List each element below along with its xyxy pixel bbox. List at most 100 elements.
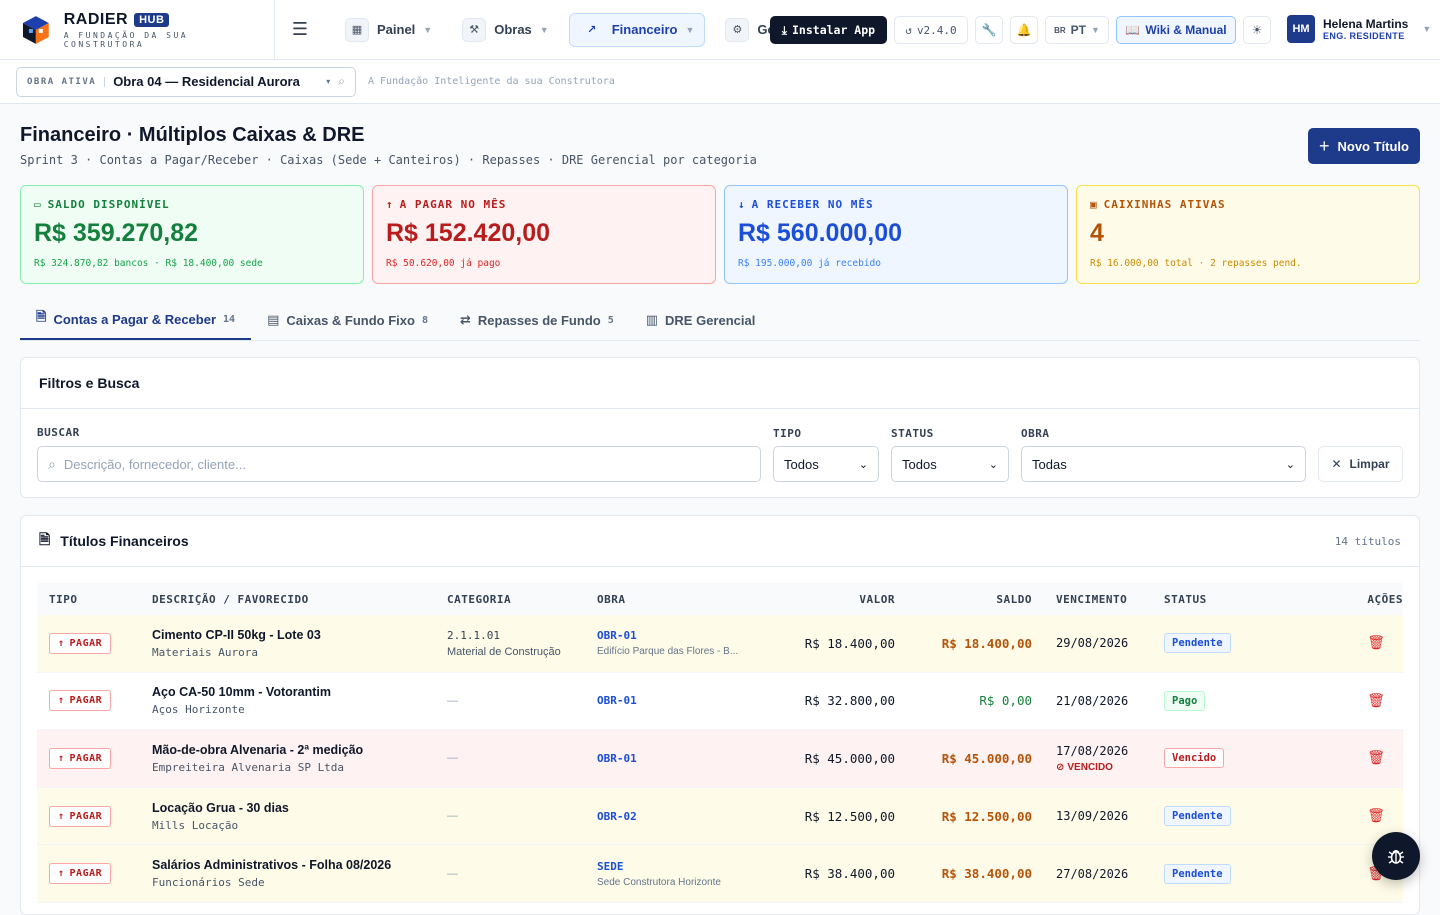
row-saldo: R$ 38.400,00 xyxy=(941,866,1032,882)
bar-chart-icon: ▥ xyxy=(645,312,659,327)
brand-tagline: A FUNDAÇÃO DA SUA CONSTRUTORA xyxy=(63,30,189,49)
row-valor: R$ 12.500,00 xyxy=(804,808,895,824)
tab-dre[interactable]: ▥ DRE Gerencial xyxy=(645,312,756,328)
status-badge: Pendente xyxy=(1164,633,1231,654)
filters-title: Filtros e Busca xyxy=(21,358,1419,409)
status-badge: Pendente xyxy=(1164,863,1231,884)
active-obra-label: OBRA ATIVA xyxy=(27,76,106,87)
tabs-divider xyxy=(20,340,1420,341)
version-button[interactable]: ↺ v2.4.0 xyxy=(894,16,968,44)
row-obra-code[interactable]: OBR-02 xyxy=(597,809,637,823)
briefcase-icon: ▣ xyxy=(1090,198,1098,211)
row-category-code: 2.1.1.01 xyxy=(447,628,500,642)
clear-filters-button[interactable]: ✕ Limpar xyxy=(1318,446,1403,482)
tipo-label: TIPO xyxy=(773,427,802,440)
row-valor: R$ 18.400,00 xyxy=(804,635,895,651)
wallet-icon: ▭ xyxy=(34,198,42,211)
row-obra-code[interactable]: OBR-01 xyxy=(597,694,637,708)
arrow-up-icon: ↑ xyxy=(58,637,65,649)
table-row[interactable]: ↑ PAGAR Cimento CP-II 50kg - Lote 03 Mater… xyxy=(37,615,1403,673)
nav-label: Obras xyxy=(494,22,532,37)
row-obra-code[interactable]: SEDE xyxy=(597,859,624,873)
search-icon: ⌕ xyxy=(48,455,56,472)
tipo-badge: ↑ PAGAR xyxy=(49,805,112,827)
table-row[interactable]: ↑ PAGAR Mão-de-obra Alvenaria - 2ª mediçã… xyxy=(37,730,1403,788)
table-row[interactable]: ↑ PAGAR Locação Grua - 30 dias Mills Locaç… xyxy=(37,787,1403,846)
tab-contas[interactable]: 🗎 Contas a Pagar & Receber 14 xyxy=(20,300,252,340)
kpi-a-pagar: ↑ A PAGAR NO MÊS R$ 152.420,00 R$ 50.620,… xyxy=(372,185,716,284)
row-saldo: R$ 0,00 xyxy=(979,693,1032,709)
avatar: HM xyxy=(1287,15,1315,43)
row-description[interactable]: Cimento CP-II 50kg - Lote 03 xyxy=(152,627,321,642)
row-saldo: R$ 45.000,00 xyxy=(941,750,1032,766)
trash-icon[interactable]: 🗑 xyxy=(1367,749,1385,766)
hamburger-menu-icon[interactable]: ☰ xyxy=(291,19,309,39)
header-toolbar: ⤓ Instalar App ↺ v2.4.0 🔧 🔔 BR PT ▼ 📖 Wi… xyxy=(770,16,1271,44)
row-obra-code[interactable]: OBR-01 xyxy=(597,751,637,765)
user-name: Helena Martins xyxy=(1323,17,1409,31)
chevron-down-icon: ⌄ xyxy=(858,458,868,471)
bell-icon[interactable]: 🔔 xyxy=(1010,16,1038,44)
table-row[interactable]: ↑ PAGAR Aço CA-50 10mm - Votorantim Aços H… xyxy=(37,673,1403,731)
row-description[interactable]: Aço CA-50 10mm - Votorantim xyxy=(152,685,331,700)
search-icon[interactable]: ⌕ xyxy=(338,74,345,88)
row-obra-code[interactable]: OBR-01 xyxy=(597,629,637,643)
tab-repasses[interactable]: ⇄ Repasses de Fundo 5 xyxy=(459,312,614,328)
trash-icon[interactable]: 🗑 xyxy=(1367,691,1385,708)
flag-label: BR xyxy=(1054,25,1066,35)
search-input[interactable]: ⌕ Descrição, fornecedor, cliente... xyxy=(37,446,761,482)
nav-item-financeiro[interactable]: ↗ Financeiro ▼ xyxy=(568,12,706,47)
tipo-badge: ↑ PAGAR xyxy=(49,690,112,712)
row-description[interactable]: Mão-de-obra Alvenaria - 2ª medição xyxy=(152,742,364,757)
plus-icon: + xyxy=(1318,135,1330,156)
row-vencimento: 21/08/2026 xyxy=(1056,693,1129,708)
active-obra-value: Obra 04 — Residencial Aurora xyxy=(113,74,300,89)
language-selector[interactable]: BR PT ▼ xyxy=(1045,16,1109,44)
bug-report-button[interactable] xyxy=(1372,832,1420,880)
chevron-down-icon: ▼ xyxy=(685,24,695,35)
alert-circle-icon: ⊘ xyxy=(1056,761,1065,773)
row-description[interactable]: Salários Administrativos - Folha 08/2026 xyxy=(152,858,392,873)
nav-item-obras[interactable]: ⚒ Obras ▼ xyxy=(452,13,559,47)
chevron-down-icon: ⌄ xyxy=(988,458,998,471)
trash-icon[interactable]: 🗑 xyxy=(1367,634,1385,651)
obra-label: OBRA xyxy=(1021,427,1050,440)
transfer-icon: ⇄ xyxy=(459,312,471,327)
tab-caixas[interactable]: ▤ Caixas & Fundo Fixo 8 xyxy=(267,312,428,328)
chart-line-icon: ↗ xyxy=(587,24,597,36)
obra-select[interactable]: Todas ⌄ xyxy=(1021,446,1306,482)
row-vencimento: 27/08/2026 xyxy=(1056,866,1129,881)
row-favorecido: Empreiteira Alvenaria SP Ltda xyxy=(152,760,345,774)
user-role: ENG. RESIDENTE xyxy=(1323,31,1405,41)
row-description[interactable]: Locação Grua - 30 dias xyxy=(152,800,289,815)
install-app-button[interactable]: ⤓ Instalar App xyxy=(770,16,887,44)
theme-toggle-sun-icon[interactable]: ☀ xyxy=(1243,16,1271,44)
main-nav: ▦ Painel ▼ ⚒ Obras ▼ ↗ Financeiro ▼ ⚙ Ge… xyxy=(335,0,801,60)
brand[interactable]: RADIER HUB A FUNDAÇÃO DA SUA CONSTRUTORA xyxy=(0,0,275,60)
page-title: Financeiro · Múltiplos Caixas & DRE xyxy=(20,124,365,146)
bug-icon xyxy=(1388,850,1404,864)
chevron-down-icon: ▼ xyxy=(1422,24,1432,34)
tipo-select[interactable]: Todos ⌄ xyxy=(773,446,879,482)
kpi-value: R$ 560.000,00 xyxy=(738,219,903,247)
kpi-value: R$ 152.420,00 xyxy=(386,219,551,247)
active-obra-select[interactable]: OBRA ATIVA Obra 04 — Residencial Aurora … xyxy=(16,66,356,97)
trash-icon[interactable]: 🗑 xyxy=(1367,807,1385,824)
status-select[interactable]: Todos ⌄ xyxy=(891,446,1009,482)
filters-card: Filtros e Busca BUSCAR ⌕ Descrição, forn… xyxy=(20,357,1420,498)
user-menu[interactable]: HM Helena Martins ENG. RESIDENTE ▼ xyxy=(1287,15,1431,43)
row-valor: R$ 38.400,00 xyxy=(804,866,895,882)
row-valor: R$ 32.800,00 xyxy=(804,693,895,709)
wiki-manual-button[interactable]: 📖 Wiki & Manual xyxy=(1116,16,1236,44)
row-obra-name: Edifício Parque das Flores - B... xyxy=(597,646,739,658)
brand-name: RADIER xyxy=(63,10,129,28)
table-row[interactable]: ↑ PAGAR Salários Administrativos - Folha … xyxy=(37,845,1403,903)
row-obra-name: Sede Construtora Horizonte xyxy=(597,876,721,888)
new-title-button[interactable]: + Novo Título xyxy=(1308,128,1420,164)
titles-card: 🗎 Títulos Financeiros 14 títulos TIPO DE… xyxy=(20,515,1420,915)
titles-table: TIPO DESCRIÇÃO / FAVORECIDO CATEGORIA OB… xyxy=(37,583,1403,903)
kpi-foot: R$ 195.000,00 já recebido xyxy=(738,258,881,269)
arrow-up-icon: ↑ xyxy=(58,752,65,764)
wrench-icon[interactable]: 🔧 xyxy=(975,16,1003,44)
nav-item-painel[interactable]: ▦ Painel ▼ xyxy=(335,13,442,47)
